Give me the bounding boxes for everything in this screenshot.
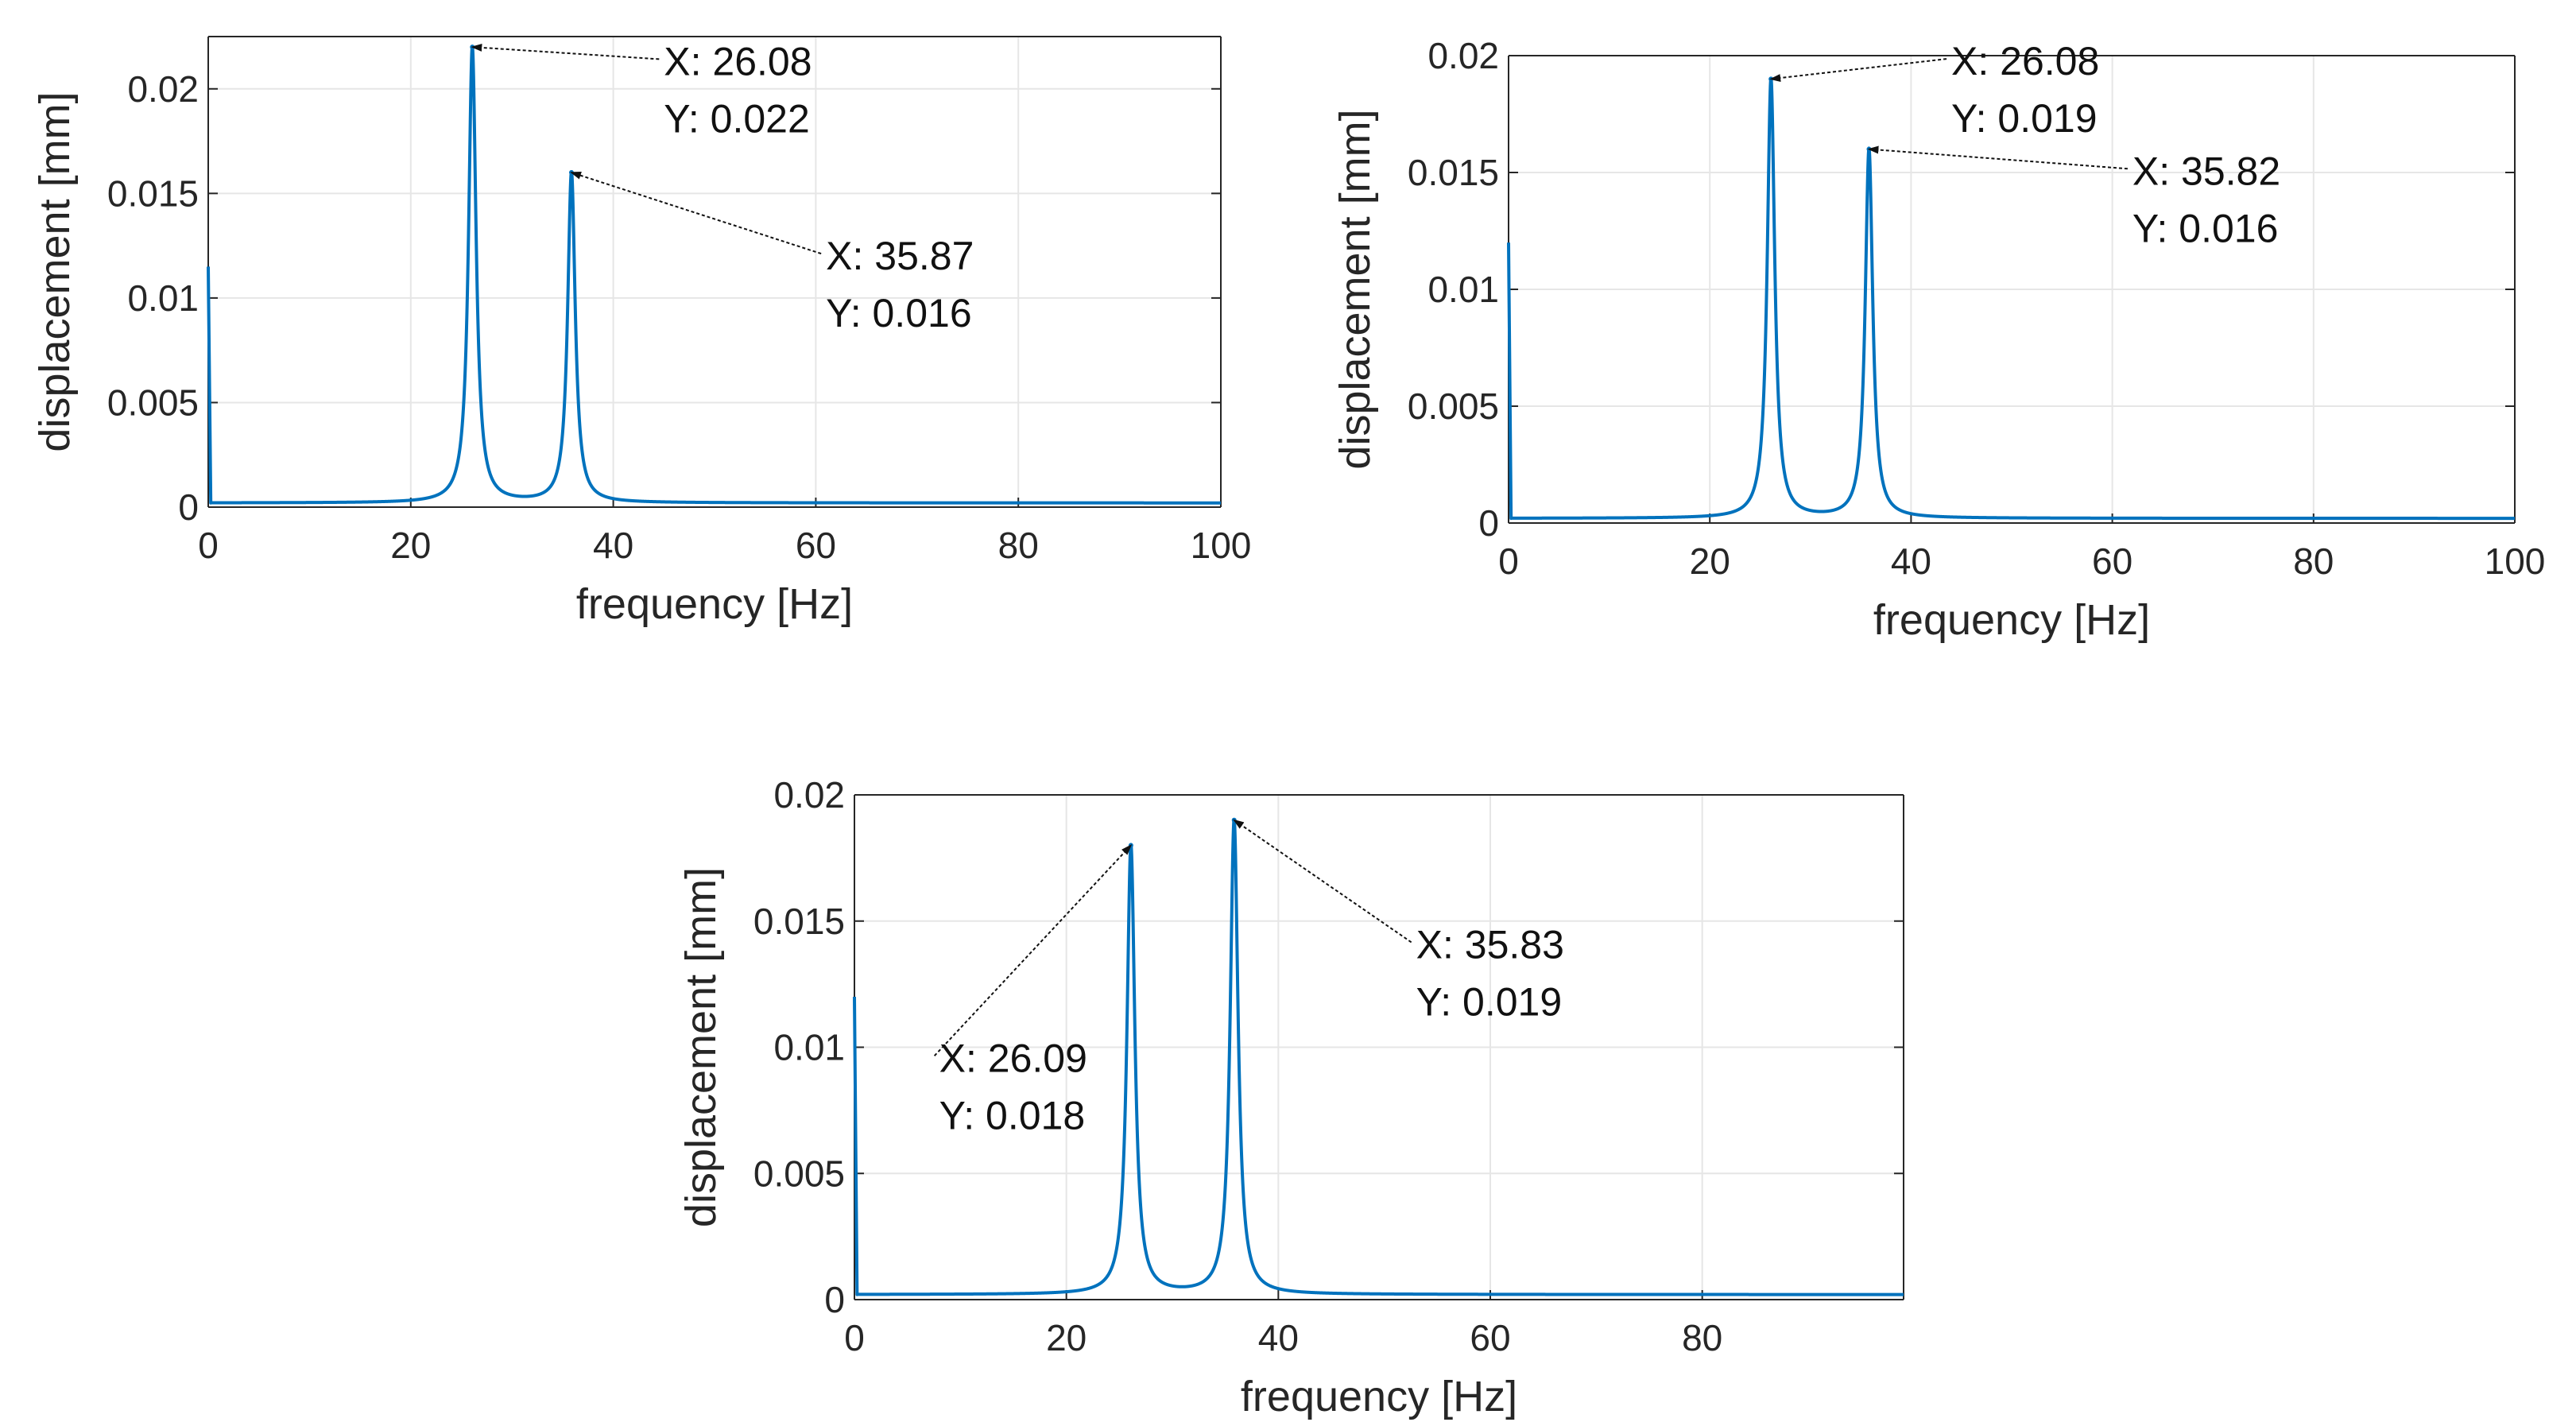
- x-tick-label: 0: [198, 525, 219, 566]
- annotation-x-label: X: 26.08: [664, 39, 812, 83]
- x-axis-label: frequency [Hz]: [576, 580, 853, 628]
- x-tick-label: 60: [796, 525, 836, 566]
- x-tick-label: 80: [998, 525, 1039, 566]
- series-line: [853, 817, 1905, 1296]
- x-tick-label: 100: [2485, 541, 2546, 582]
- annotation-arrow: [1233, 819, 1412, 944]
- x-tick-label: 20: [1690, 541, 1730, 582]
- annotation-arrow: [471, 43, 660, 60]
- y-tick-label: 0.02: [1427, 35, 1499, 76]
- y-axis-label: displacement [mm]: [31, 91, 79, 451]
- annotation-y-label: Y: 0.016: [826, 291, 972, 335]
- y-tick-label: 0.005: [107, 382, 199, 423]
- annotation-y-label: Y: 0.019: [1951, 96, 2098, 141]
- x-tick-label: 80: [1682, 1317, 1722, 1358]
- annotation-arrow: [1867, 145, 2128, 170]
- x-tick-label: 0: [844, 1317, 865, 1358]
- annotation-arrow: [1769, 58, 1947, 83]
- annotation-y-label: Y: 0.019: [1416, 979, 1563, 1024]
- y-tick-label: 0.01: [127, 277, 199, 319]
- annotation-y-label: Y: 0.016: [2132, 206, 2279, 250]
- y-tick-label: 0.02: [773, 774, 845, 816]
- x-axis-label: frequency [Hz]: [1873, 596, 2150, 644]
- x-tick-label: 80: [2293, 541, 2334, 582]
- annotation-x-label: X: 35.83: [1416, 922, 1564, 967]
- x-tick-label: 0: [1498, 541, 1519, 582]
- annotation-arrow: [933, 844, 1133, 1056]
- y-tick-label: 0.01: [773, 1027, 845, 1068]
- chart-top-right: 0 20 40 60 80 100 0 0.005 0.01 0.015 0.02 frequency…: [1331, 35, 2545, 644]
- y-tick-label: 0.015: [107, 172, 199, 214]
- y-tick-label: 0.015: [753, 901, 845, 942]
- x-tick-label: 20: [390, 525, 431, 566]
- y-axis-label: displacement [mm]: [1331, 109, 1379, 469]
- y-tick-label: 0: [824, 1279, 845, 1320]
- y-tick-label: 0.005: [753, 1153, 845, 1194]
- annotation-x-label: X: 26.09: [939, 1036, 1087, 1080]
- y-axis-label: displacement [mm]: [677, 867, 725, 1227]
- y-tick-label: 0.015: [1408, 152, 1499, 193]
- series-line: [207, 45, 1222, 505]
- x-tick-label: 40: [1891, 541, 1931, 582]
- x-axis-label: frequency [Hz]: [1241, 1373, 1517, 1420]
- y-tick-label: 0.005: [1408, 386, 1499, 427]
- series-line: [1507, 76, 2516, 521]
- annotation-x-label: X: 35.82: [2132, 149, 2280, 193]
- annotation-x-label: X: 26.08: [1951, 39, 2099, 83]
- annotation-y-label: Y: 0.022: [664, 96, 810, 141]
- y-tick-label: 0.02: [127, 68, 199, 110]
- y-tick-label: 0: [178, 486, 199, 528]
- x-tick-label: 40: [1258, 1317, 1299, 1358]
- y-tick-label: 0.01: [1427, 269, 1499, 310]
- x-tick-label: 40: [593, 525, 633, 566]
- x-tick-label: 100: [1191, 525, 1252, 566]
- x-tick-label: 60: [2092, 541, 2132, 582]
- chart-top-left: 0 20 40 60 80 100 0 0.005 0.01 0.015 0.02 frequency…: [31, 36, 1252, 628]
- x-tick-label: 20: [1046, 1317, 1087, 1358]
- annotation-x-label: X: 35.87: [826, 234, 974, 278]
- y-tick-label: 0: [1478, 502, 1499, 544]
- annotation-arrow: [570, 171, 822, 255]
- chart-bottom: 0 20 40 60 80 0 0.005 0.01 0.015 0.02 frequency [H…: [677, 774, 1905, 1420]
- annotation-y-label: Y: 0.018: [939, 1093, 1086, 1137]
- x-tick-label: 60: [1470, 1317, 1510, 1358]
